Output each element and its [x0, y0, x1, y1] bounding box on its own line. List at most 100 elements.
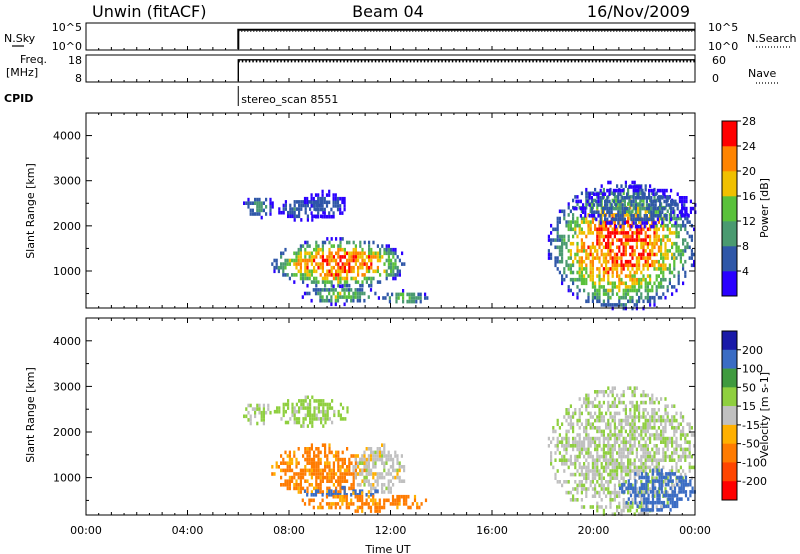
heatmap-cell — [374, 509, 377, 513]
heatmap-cell — [596, 234, 599, 239]
heatmap-cell — [315, 447, 318, 451]
heatmap-cell — [660, 295, 663, 300]
heatmap-cell — [341, 457, 344, 462]
heatmap-cell — [343, 251, 346, 256]
heatmap-cell — [387, 457, 390, 462]
heatmap-cell — [677, 245, 680, 250]
heatmap-cell — [665, 217, 668, 222]
heatmap-cell — [665, 504, 668, 509]
heatmap-cell — [620, 227, 623, 232]
heatmap-cell — [332, 465, 335, 469]
heatmap-cell — [578, 440, 581, 444]
heatmap-cell — [627, 508, 630, 513]
heatmap-cell — [565, 418, 568, 423]
heatmap-cell — [686, 440, 689, 444]
heatmap-cell — [569, 472, 572, 477]
heatmap-cell — [623, 203, 626, 207]
heatmap-cell — [638, 490, 641, 494]
heatmap-cell — [325, 494, 329, 499]
heatmap-cell — [569, 220, 572, 224]
heatmap-cell — [616, 267, 619, 271]
heatmap-cell — [664, 277, 667, 282]
heatmap-cell — [628, 206, 631, 211]
heatmap-cell — [403, 465, 406, 469]
heatmap-cell — [609, 202, 612, 206]
heatmap-cell — [317, 291, 320, 296]
heatmap-cell — [588, 192, 591, 196]
heatmap-cell — [370, 276, 373, 281]
heatmap-cell — [633, 440, 636, 444]
heatmap-cell — [350, 498, 353, 503]
heatmap-cell — [629, 216, 632, 221]
heatmap-cell — [649, 288, 652, 293]
heatmap-cell — [288, 461, 291, 465]
heatmap-cell — [576, 295, 579, 300]
colorbar-tick-label: -200 — [742, 475, 767, 488]
heatmap-cell — [658, 500, 661, 505]
heatmap-cell — [684, 238, 687, 242]
heatmap-cell — [302, 475, 305, 480]
heatmap-cell — [630, 214, 633, 218]
heatmap-cell — [644, 440, 647, 444]
heatmap-cell — [343, 498, 346, 503]
heatmap-cell — [678, 210, 681, 214]
heatmap-cell — [328, 211, 331, 215]
heatmap-cell — [312, 493, 315, 497]
heatmap-cell — [639, 214, 642, 218]
heatmap-cell — [660, 267, 663, 271]
heatmap-cell — [657, 245, 660, 250]
heatmap-cell — [660, 256, 663, 260]
heatmap-cell — [644, 512, 647, 516]
heatmap-cell — [326, 413, 329, 418]
heatmap-cell — [646, 487, 649, 491]
heatmap-cell — [630, 224, 633, 229]
heatmap-cell — [676, 192, 679, 196]
heatmap-cell — [655, 292, 658, 296]
heatmap-cell — [655, 209, 658, 214]
heatmap-cell — [628, 196, 631, 200]
heatmap-cell — [245, 407, 248, 411]
heatmap-cell — [554, 444, 557, 448]
heatmap-cell — [324, 409, 327, 414]
heatmap-cell — [600, 231, 603, 235]
heatmap-cell — [291, 461, 294, 465]
heatmap-cell — [565, 429, 568, 434]
heatmap-cell — [319, 450, 322, 455]
heatmap-cell — [400, 479, 403, 483]
heatmap-cell — [556, 238, 559, 242]
heatmap-cell — [607, 433, 610, 437]
heatmap-cell — [312, 200, 315, 205]
heatmap-cell — [354, 247, 357, 252]
heatmap-cell — [690, 476, 693, 480]
heatmap-cell — [572, 277, 575, 282]
heatmap-cell — [620, 400, 623, 405]
heatmap-cell — [572, 436, 575, 441]
heatmap-cell — [660, 415, 663, 419]
heatmap-cell — [591, 415, 594, 419]
heatmap-cell — [247, 205, 250, 209]
heatmap-cell — [616, 411, 619, 416]
colorbar-tick-label: 20 — [742, 165, 756, 178]
heatmap-cell — [665, 196, 668, 200]
heatmap-cell — [341, 276, 344, 281]
heatmap-cell — [387, 273, 390, 277]
heatmap-cell — [265, 205, 268, 209]
heatmap-cell — [662, 447, 665, 452]
heatmap-cell — [651, 418, 654, 423]
heatmap-cell — [402, 502, 406, 506]
heatmap-cell — [284, 200, 287, 204]
heatmap-cell — [661, 206, 664, 211]
heatmap-cell — [598, 426, 601, 430]
heatmap-cell — [602, 429, 605, 434]
heatmap-cell — [602, 285, 605, 289]
heatmap-cell — [320, 409, 323, 414]
heatmap-cell — [359, 265, 362, 270]
heatmap-cell — [624, 444, 627, 448]
heatmap-cell — [280, 468, 283, 473]
heatmap-cell — [556, 469, 559, 473]
heatmap-cell — [633, 390, 636, 394]
heatmap-cell — [334, 204, 337, 208]
heatmap-cell — [306, 218, 309, 222]
heatmap-cell — [320, 402, 323, 407]
heatmap-cell — [343, 479, 346, 483]
